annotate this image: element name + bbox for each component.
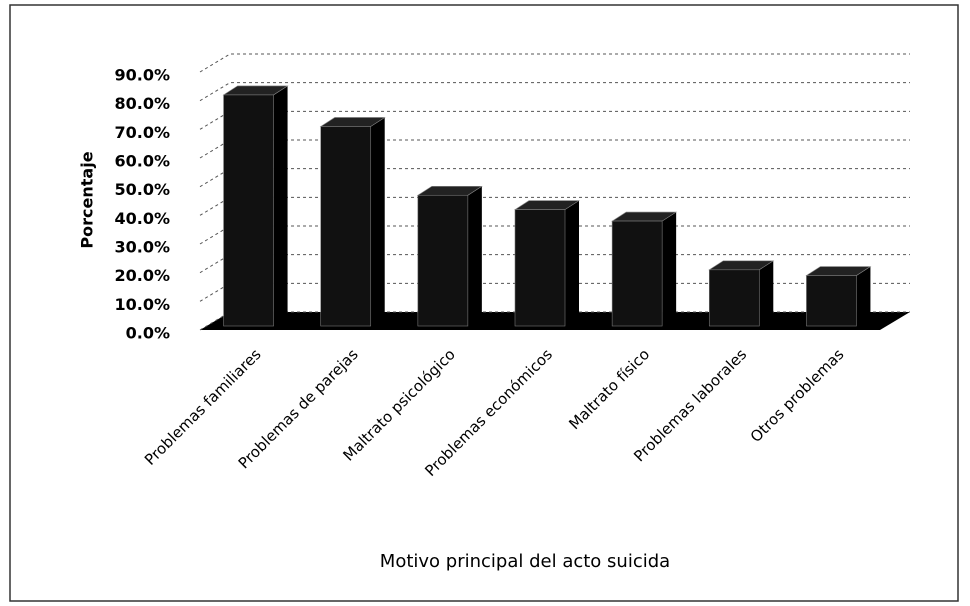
bar	[805, 266, 872, 327]
y-tick-label: 50.0%	[114, 180, 170, 199]
bar	[513, 200, 581, 327]
bar	[319, 117, 386, 327]
y-tick-label: 40.0%	[114, 209, 170, 228]
grid-line	[199, 196, 910, 216]
bar-face	[856, 266, 871, 326]
y-tick-label: 0.0%	[126, 324, 170, 343]
bar-face	[611, 220, 663, 327]
grid-line	[199, 110, 910, 130]
y-tick-label: 20.0%	[114, 266, 170, 285]
x-axis-title: Motivo principal del acto suicida	[380, 551, 670, 572]
bar	[222, 85, 289, 327]
bar-face	[514, 209, 566, 327]
grid-line	[199, 168, 910, 188]
grid-line	[199, 254, 910, 274]
bar-face	[806, 275, 857, 327]
y-tick-label: 60.0%	[114, 152, 170, 171]
grid-line	[199, 82, 910, 102]
bar-face	[565, 200, 579, 326]
grid-line	[199, 282, 910, 302]
bar-face	[370, 117, 385, 326]
frame	[9, 4, 959, 602]
grid-line	[199, 225, 910, 245]
bar-face	[417, 194, 469, 327]
y-tick-label: 70.0%	[114, 123, 170, 142]
y-tick-label: 10.0%	[114, 295, 170, 314]
y-tick-label: 80.0%	[114, 94, 170, 113]
bar-face	[320, 126, 372, 327]
bar-face	[662, 212, 677, 326]
bar-face	[273, 85, 288, 326]
bar-face	[467, 186, 482, 326]
bar-face	[708, 269, 760, 327]
bar	[708, 260, 775, 327]
bar	[416, 185, 483, 327]
bar-face	[759, 260, 774, 326]
y-axis-title: Porcentaje	[78, 151, 97, 248]
bar-face	[223, 94, 274, 327]
y-tick-label: 90.0%	[114, 66, 170, 85]
grid-line	[199, 139, 910, 159]
bar	[611, 211, 678, 327]
grid-line	[199, 311, 910, 331]
y-tick-label: 30.0%	[114, 238, 170, 257]
grid-line	[199, 53, 910, 73]
